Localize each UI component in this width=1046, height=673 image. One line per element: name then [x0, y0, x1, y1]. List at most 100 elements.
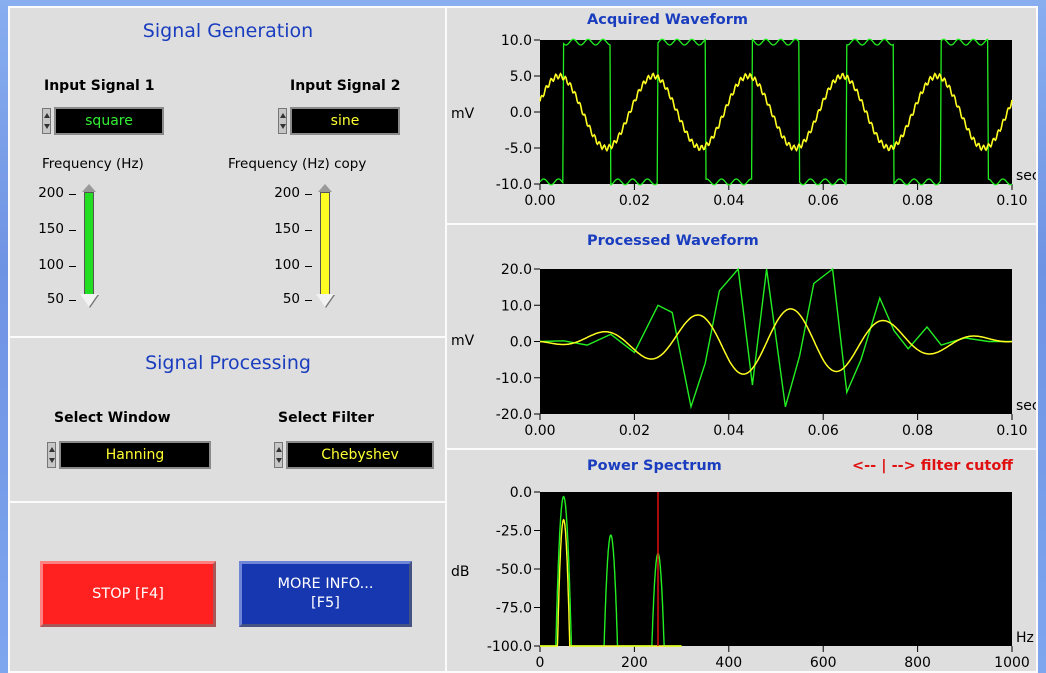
- processed-xtick-label: 0.06: [808, 423, 839, 439]
- frequency-1-tickmark: [69, 266, 76, 267]
- select-filter-label: Select Filter: [278, 410, 374, 426]
- processed-xtick-label: 0.00: [524, 423, 555, 439]
- acquired-ytick-label: -10.0: [496, 177, 532, 193]
- frequency-2-label: Frequency (Hz) copy: [228, 156, 367, 172]
- processed-ytick-label: 0.0: [510, 335, 532, 351]
- select-window-ring[interactable]: Hanning: [47, 440, 211, 470]
- front-panel: Signal Generation Input Signal 1 square …: [8, 6, 1038, 673]
- processed-xtick-label: 0.10: [996, 423, 1027, 439]
- spectrum-ytick-label: 0.0: [510, 485, 532, 501]
- input-signal-2-label: Input Signal 2: [290, 78, 401, 94]
- acquired-ytick-label: -5.0: [505, 141, 532, 157]
- acquired-plot-area: [540, 40, 1012, 184]
- frequency-2-tickmark: [305, 194, 312, 195]
- select-window-value[interactable]: Hanning: [59, 441, 211, 469]
- frequency-1-tick-150: 150: [38, 221, 64, 237]
- stop-button[interactable]: STOP [F4]: [40, 561, 216, 627]
- frequency-1-track[interactable]: [84, 192, 94, 300]
- frequency-2-tick-150: 150: [274, 221, 300, 237]
- frequency-1-tick-50: 50: [46, 291, 64, 307]
- frequency-2-thumb[interactable]: [316, 294, 334, 307]
- select-filter-value[interactable]: Chebyshev: [286, 441, 434, 469]
- spectrum-xtick-label: 800: [904, 655, 931, 671]
- processed-xunit: sec: [1016, 398, 1036, 414]
- spectrum-xtick-label: 400: [715, 655, 742, 671]
- spectrum-ytick-label: -100.0: [487, 639, 532, 655]
- processed-waveform-panel: 20.0 10.0 0.0 -10.0 -20.0 0.00 0.02 0.04 0.06 0.0…: [445, 223, 1038, 451]
- processed-ytick-label: 20.0: [501, 262, 532, 278]
- input-signal-1-value[interactable]: square: [54, 107, 164, 135]
- processed-waveform-title: Processed Waveform: [587, 233, 759, 249]
- spectrum-ylabel: dB: [451, 564, 470, 580]
- frequency-2-tickmark: [305, 266, 312, 267]
- select-window-label: Select Window: [54, 410, 171, 426]
- spectrum-ytick-label: -50.0: [496, 562, 532, 578]
- input-signal-1-spinner[interactable]: [42, 108, 51, 134]
- frequency-1-tick-200: 200: [38, 185, 64, 201]
- frequency-2-tick-200: 200: [274, 185, 300, 201]
- frequency-2-tick-100: 100: [274, 257, 300, 273]
- acquired-xunit: sec: [1016, 168, 1036, 184]
- input-signal-2-ring[interactable]: sine: [278, 106, 400, 136]
- frequency-2-top-arrow: [318, 184, 332, 192]
- power-spectrum-title: Power Spectrum: [587, 458, 722, 474]
- spectrum-xtick-label: 200: [621, 655, 648, 671]
- signal-generation-panel: Signal Generation Input Signal 1 square …: [8, 6, 448, 339]
- spectrum-xtick-label: 0: [536, 655, 545, 671]
- spectrum-xtick-label: 1000: [994, 655, 1030, 671]
- select-filter-ring[interactable]: Chebyshev: [274, 440, 434, 470]
- power-spectrum-graph: 0.0 -25.0 -50.0 -75.0 -100.00 200 400 600 800 100…: [451, 485, 1034, 671]
- processed-ytick-label: -10.0: [496, 371, 532, 387]
- frequency-2-tick-50: 50: [282, 291, 300, 307]
- select-window-spinner[interactable]: [47, 442, 56, 468]
- acquired-xtick-label: 0.10: [996, 193, 1027, 209]
- frequency-2-slider[interactable]: 200 150 100 50: [260, 178, 350, 308]
- processed-ylabel: mV: [451, 333, 475, 349]
- acquired-ytick-label: 5.0: [510, 69, 532, 85]
- more-info-line1: MORE INFO...: [277, 576, 374, 592]
- acquired-waveform-title: Acquired Waveform: [587, 12, 748, 28]
- acquired-waveform-graph: 10.0 5.0 0.0 -5.0 -10.00.00 0.02 0.04 0.06 0.08 0…: [451, 33, 1036, 209]
- select-filter-spinner[interactable]: [274, 442, 283, 468]
- spectrum-xtick-label: 600: [810, 655, 837, 671]
- acquired-ylabel: mV: [451, 106, 475, 122]
- signal-processing-panel: Signal Processing Select Window Hanning …: [8, 336, 448, 504]
- frequency-1-tick-100: 100: [38, 257, 64, 273]
- more-info-line2: [F5]: [311, 595, 340, 611]
- frequency-2-track[interactable]: [320, 192, 330, 300]
- filter-cutoff-annotation: <-- | --> filter cutoff: [852, 458, 1014, 474]
- input-signal-2-value[interactable]: sine: [290, 107, 400, 135]
- frequency-2-tickmark: [305, 230, 312, 231]
- acquired-xtick-label: 0.08: [902, 193, 933, 209]
- spectrum-ytick-label: -75.0: [496, 601, 532, 617]
- processed-waveform-graph: 20.0 10.0 0.0 -10.0 -20.00.00 0.02 0.04 0.06 0.0…: [451, 262, 1036, 439]
- processed-xtick-label: 0.04: [713, 423, 744, 439]
- input-signal-1-ring[interactable]: square: [42, 106, 164, 136]
- frequency-1-label: Frequency (Hz): [42, 156, 144, 172]
- input-signal-1-label: Input Signal 1: [44, 78, 155, 94]
- signal-processing-title: Signal Processing: [145, 352, 311, 374]
- frequency-1-tickmark: [69, 230, 76, 231]
- frequency-1-tickmark: [69, 300, 76, 301]
- processed-xtick-label: 0.08: [902, 423, 933, 439]
- frequency-1-top-arrow: [82, 184, 96, 192]
- acquired-ytick-label: 0.0: [510, 105, 532, 121]
- acquired-square-series: [539, 38, 1013, 186]
- frequency-2-tickmark: [305, 300, 312, 301]
- processed-green-series: [539, 267, 1012, 410]
- input-signal-2-spinner[interactable]: [278, 108, 287, 134]
- processed-yellow-series: [539, 308, 1013, 375]
- spectrum-xunit: Hz: [1016, 630, 1034, 646]
- acquired-xtick-label: 0.06: [808, 193, 839, 209]
- acquired-xtick-label: 0.02: [619, 193, 650, 209]
- spectrum-ytick-label: -25.0: [496, 524, 532, 540]
- spectrum-plot-area: [540, 492, 1012, 646]
- processed-xtick-label: 0.02: [619, 423, 650, 439]
- controls-panel: STOP [F4] MORE INFO... [F5]: [8, 501, 448, 673]
- processed-ytick-label: 10.0: [501, 298, 532, 314]
- more-info-button[interactable]: MORE INFO... [F5]: [239, 561, 412, 627]
- frequency-1-thumb[interactable]: [80, 294, 98, 307]
- acquired-ytick-label: 10.0: [501, 33, 532, 49]
- acquired-waveform-panel: 10.0 5.0 0.0 -5.0 -10.0 0.00 0.02 0.04 0.06 0.08 0…: [445, 6, 1038, 226]
- frequency-1-slider[interactable]: 200 150 100 50: [24, 178, 114, 308]
